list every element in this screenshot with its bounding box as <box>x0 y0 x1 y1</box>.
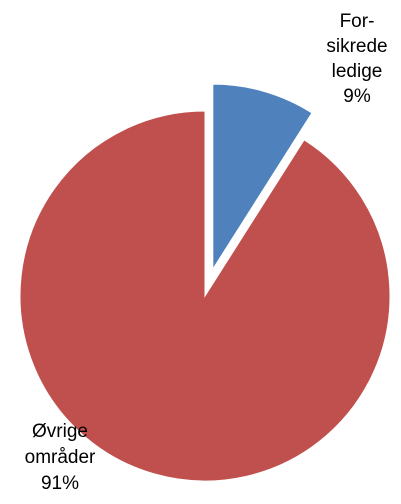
pie-slice-1 <box>19 110 391 482</box>
pie-slice-label-line: For- <box>340 11 375 32</box>
pie-slice-label-1: Øvrige områder 91% <box>25 421 96 494</box>
pie-labels: For-sikrede ledige 9% Øvrige områder 91% <box>25 11 388 494</box>
pie-slice-0 <box>212 83 313 271</box>
pie-slice-label-line: sikrede <box>326 36 387 57</box>
pie-slice-label-line: Øvrige <box>32 421 88 442</box>
pie-slice-value-label: 9% <box>343 86 371 107</box>
pie-slices <box>19 83 391 482</box>
pie-slice-label-line: områder <box>25 447 96 468</box>
pie-slice-value-label: 91% <box>41 473 79 494</box>
pie-slice-label-line: ledige <box>332 61 383 82</box>
pie-slice-label-0: For-sikrede ledige 9% <box>326 11 387 107</box>
